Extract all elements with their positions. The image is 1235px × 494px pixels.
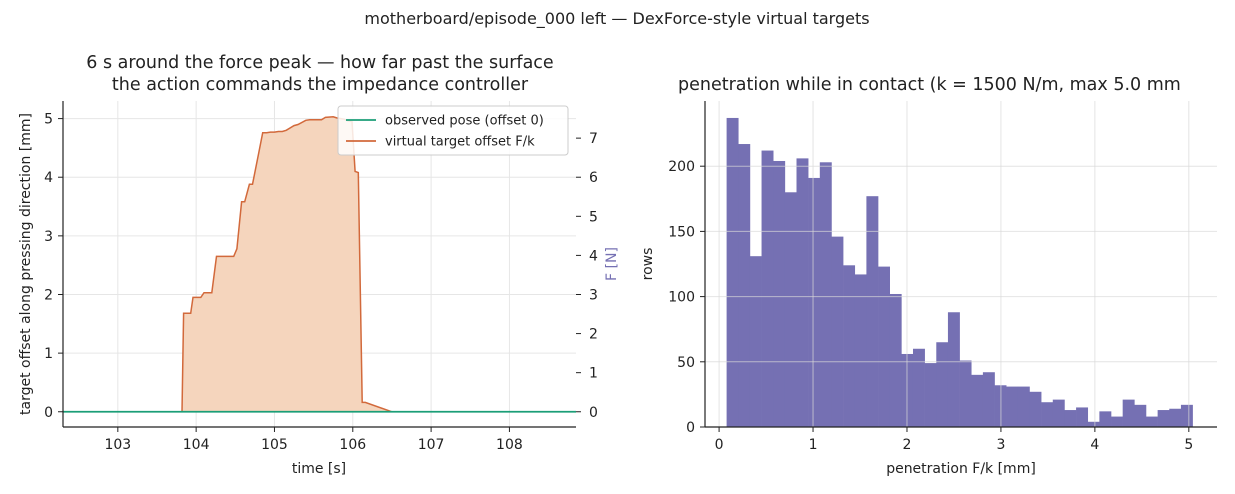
histogram-bar-28 <box>1052 399 1065 427</box>
right-x-tick-label-2: 2 <box>903 437 912 453</box>
right-x-tick-label-1: 1 <box>809 437 818 453</box>
histogram-bar-39 <box>1180 404 1193 427</box>
left-y2-tick-label-0: 0 <box>589 405 598 421</box>
left-y-axis-label: target offset along pressing direction [… <box>18 113 34 415</box>
left-axes: 103 104 105 106 107 108 0 1 2 3 4 5 0 1 2 3 4 5 6 7 <box>44 101 598 453</box>
histogram-bar-20 <box>959 360 972 427</box>
left-y-tick-label-3: 3 <box>44 229 53 245</box>
histogram-bar-24 <box>1006 386 1019 427</box>
left-chart-title-line2: the action commands the impedance contro… <box>112 75 529 95</box>
histogram-bar-37 <box>1157 410 1170 427</box>
right-x-tick-label-4: 4 <box>1090 437 1099 453</box>
right-y-tick-label-4: 200 <box>668 159 695 175</box>
right-y-tick-label-0: 0 <box>686 420 695 436</box>
histogram-bar-25 <box>1017 386 1030 427</box>
histogram-bar-11 <box>854 274 867 427</box>
left-y2-tick-label-2: 2 <box>589 327 598 343</box>
legend: observed pose (offset 0) virtual target … <box>337 105 569 156</box>
left-y2-tick-label-4: 4 <box>589 248 598 264</box>
left-chart: 6 s around the force peak — how far past… <box>18 53 620 477</box>
histogram-bar-9 <box>831 236 844 427</box>
histogram-bar-36 <box>1145 416 1158 427</box>
right-x-axis-label: penetration F/k [mm] <box>886 461 1036 477</box>
right-y-tick-label-2: 100 <box>668 290 695 306</box>
histogram-bar-27 <box>1041 402 1054 427</box>
histogram-bar-38 <box>1169 408 1182 427</box>
histogram-bar-7 <box>808 177 821 427</box>
histogram-bar-16 <box>912 348 925 427</box>
legend-label-virtual: virtual target offset F/k <box>385 135 535 150</box>
left-chart-title-line1: 6 s around the force peak — how far past… <box>86 53 553 73</box>
left-y-tick-label-2: 2 <box>44 287 53 303</box>
right-chart-title: penetration while in contact (k = 1500 N… <box>678 75 1181 95</box>
histogram-bar-2 <box>749 256 762 427</box>
left-x-axis-label: time [s] <box>292 461 346 477</box>
histogram-bar-12 <box>866 196 879 427</box>
left-x-tick-label-1: 104 <box>183 437 210 453</box>
left-x-tick-label-5: 108 <box>496 437 523 453</box>
left-x-tick-label-3: 106 <box>339 437 366 453</box>
histogram-bar-4 <box>773 160 786 428</box>
left-y2-tick-label-3: 3 <box>589 287 598 303</box>
histogram-bar-19 <box>947 312 960 427</box>
left-plot-area <box>63 116 576 413</box>
histogram-bar-18 <box>936 342 949 427</box>
right-y-tick-label-1: 50 <box>677 355 695 371</box>
histogram-bar-14 <box>889 293 902 427</box>
histogram-bar-34 <box>1122 399 1135 427</box>
histogram-bar-3 <box>761 150 774 428</box>
right-y-axis-label: rows <box>640 248 656 281</box>
histogram-bar-0 <box>726 117 739 427</box>
left-y-tick-label-0: 0 <box>44 405 53 421</box>
left-y2-tick-label-7: 7 <box>589 131 598 147</box>
left-x-tick-label-2: 105 <box>261 437 288 453</box>
left-y2-tick-label-1: 1 <box>589 366 598 382</box>
left-y2-axis-label: F [N] <box>604 247 620 281</box>
histogram-bar-1 <box>738 144 751 427</box>
left-y2-tick-label-6: 6 <box>589 170 598 186</box>
histogram-bar-8 <box>819 162 832 428</box>
left-y-tick-label-1: 1 <box>44 346 53 362</box>
histogram-bar-33 <box>1111 416 1123 427</box>
histogram-bar-22 <box>982 372 995 427</box>
histogram-bar-13 <box>878 266 890 427</box>
histogram-bar-6 <box>796 158 809 427</box>
left-x-tick-label-0: 103 <box>104 437 131 453</box>
histogram-bar-5 <box>784 192 797 427</box>
histogram-bar-17 <box>924 363 937 427</box>
legend-box <box>337 105 569 156</box>
right-x-tick-label-3: 3 <box>996 437 1005 453</box>
legend-label-observed: observed pose (offset 0) <box>385 114 544 129</box>
virtual-target-fill <box>82 116 553 412</box>
right-plot-area <box>726 117 1193 428</box>
histogram-bar-32 <box>1099 411 1112 427</box>
histogram-bar-29 <box>1064 410 1077 427</box>
left-y-tick-label-5: 5 <box>44 112 53 128</box>
left-x-tick-label-4: 107 <box>418 437 445 453</box>
right-y-tick-label-3: 150 <box>668 224 695 240</box>
left-y2-tick-label-5: 5 <box>589 209 598 225</box>
histogram-bar-26 <box>1029 391 1042 427</box>
histogram-bar-30 <box>1076 407 1089 427</box>
histogram-bar-21 <box>971 374 984 427</box>
left-y-tick-label-4: 4 <box>44 170 53 186</box>
histogram-bar-31 <box>1087 421 1100 427</box>
right-x-tick-label-5: 5 <box>1184 437 1193 453</box>
histogram-bar-10 <box>843 265 856 427</box>
right-x-tick-label-0: 0 <box>715 437 724 453</box>
figure-suptitle: motherboard/episode_000 left — DexForce-… <box>364 9 869 29</box>
histogram-bar-35 <box>1134 404 1147 427</box>
right-chart: penetration while in contact (k = 1500 N… <box>640 75 1217 477</box>
